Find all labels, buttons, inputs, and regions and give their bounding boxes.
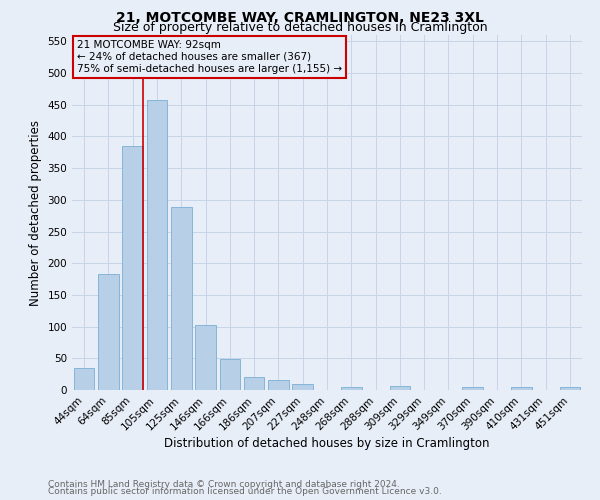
Text: 21, MOTCOMBE WAY, CRAMLINGTON, NE23 3XL: 21, MOTCOMBE WAY, CRAMLINGTON, NE23 3XL <box>116 11 484 25</box>
Y-axis label: Number of detached properties: Number of detached properties <box>29 120 42 306</box>
Bar <box>195 324 216 390</box>
Bar <box>292 384 313 390</box>
Bar <box>341 387 362 390</box>
Text: Contains public sector information licensed under the Open Government Licence v3: Contains public sector information licen… <box>48 488 442 496</box>
Bar <box>171 208 191 390</box>
Bar <box>463 387 483 390</box>
Bar <box>98 274 119 390</box>
Bar <box>511 387 532 390</box>
Text: Size of property relative to detached houses in Cramlington: Size of property relative to detached ho… <box>113 22 487 35</box>
Bar <box>268 380 289 390</box>
Bar <box>220 359 240 390</box>
Bar <box>146 100 167 390</box>
Bar <box>74 368 94 390</box>
Bar <box>122 146 143 390</box>
Bar <box>560 387 580 390</box>
Text: Contains HM Land Registry data © Crown copyright and database right 2024.: Contains HM Land Registry data © Crown c… <box>48 480 400 489</box>
Bar <box>389 386 410 390</box>
Bar <box>244 378 265 390</box>
Text: 21 MOTCOMBE WAY: 92sqm
← 24% of detached houses are smaller (367)
75% of semi-de: 21 MOTCOMBE WAY: 92sqm ← 24% of detached… <box>77 40 342 74</box>
X-axis label: Distribution of detached houses by size in Cramlington: Distribution of detached houses by size … <box>164 438 490 450</box>
